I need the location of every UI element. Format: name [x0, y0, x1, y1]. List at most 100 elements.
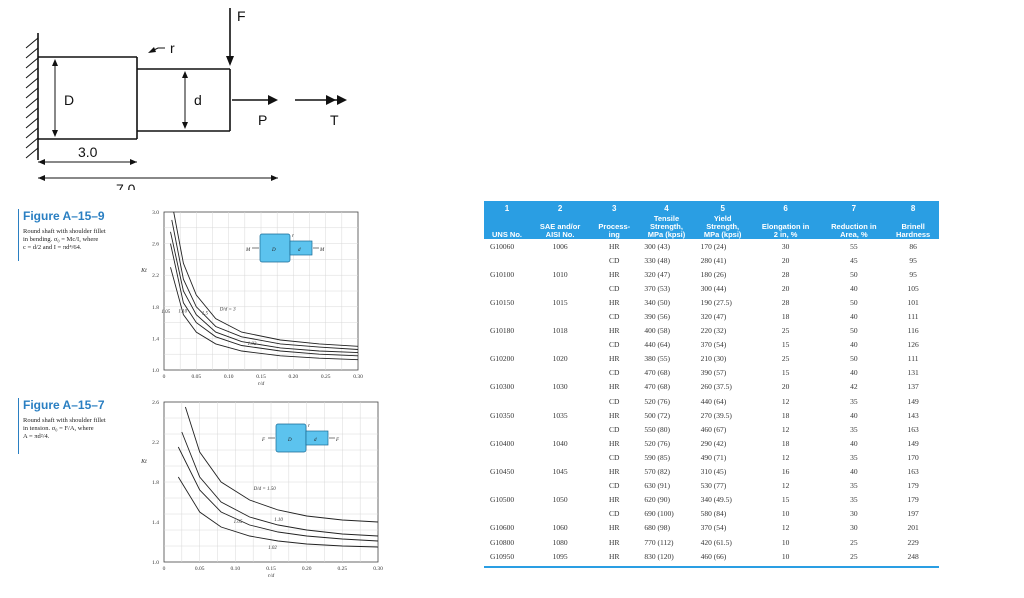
table-row: G10600 1060 HR 680 (98) 370 (54) 12 30 201: [484, 521, 939, 535]
table-row: G10060 1006 HR 300 (43) 170 (24) 30 55 86: [484, 239, 939, 253]
column-header-line: Strength,: [650, 222, 683, 231]
table-cell: 1006: [552, 241, 568, 251]
table-cell: CD: [609, 255, 620, 265]
table-cell: 20: [781, 255, 790, 265]
figure-a15-7-caption-block: Figure A–15–7 Round shaft with shoulder …: [18, 398, 141, 454]
table-cell: HR: [609, 326, 620, 336]
table-cell: 86: [909, 241, 917, 251]
column-header-line: Strength,: [706, 222, 740, 231]
table-cell: 340 (49.5): [700, 495, 732, 505]
column-number: 8: [887, 201, 939, 213]
table-cell: 620 (90): [644, 495, 671, 505]
column-number: 5: [694, 201, 751, 213]
table-cell: 590 (85): [644, 452, 671, 462]
table-row: CD 690 (100) 580 (84) 10 30 197: [484, 507, 939, 521]
table-cell: G10200: [490, 354, 515, 364]
table-cell: 1080: [552, 537, 568, 547]
table-cell: 50: [850, 297, 858, 307]
table-cell: [530, 450, 590, 464]
table-cell: G10600: [490, 523, 515, 533]
table-cell: HR: [609, 551, 620, 561]
table-row: G10500 1050 HR 620 (90) 340 (49.5) 15 35 179: [484, 493, 939, 507]
table-cell: HR: [609, 467, 620, 477]
table-cell: 116: [907, 326, 919, 336]
column-header-line: UNS No.: [492, 230, 522, 239]
table-row: G10150 1015 HR 340 (50) 190 (27.5) 28 50 101: [484, 295, 939, 309]
table-cell: 18: [781, 312, 790, 322]
table-row: CD 440 (64) 370 (54) 15 40 126: [484, 338, 939, 352]
x-tick-label: 0.30: [373, 566, 383, 572]
column-header: Process-ing: [590, 213, 639, 239]
table-cell: [530, 479, 590, 493]
x-tick-label: 0: [163, 374, 166, 380]
table-cell: CD: [609, 424, 620, 434]
table-cell: 190 (27.5): [700, 297, 732, 307]
big-diameter-label: D: [64, 92, 75, 108]
table-cell: 1050: [552, 495, 568, 505]
table-cell: G10950: [490, 551, 515, 561]
table-cell: 35: [850, 396, 858, 406]
table-cell: 101: [907, 297, 919, 307]
table-cell: 15: [781, 495, 790, 505]
inset-r-label: r: [292, 234, 294, 239]
table-cell: 1010: [552, 269, 568, 279]
table-cell: 50: [850, 354, 858, 364]
table-cell: G10060: [490, 241, 515, 251]
column-header: Brinell Hardness: [887, 213, 939, 239]
x-tick-label: 0.20: [302, 566, 312, 572]
x-tick-label: 0.05: [195, 566, 205, 572]
table-cell: 370 (53): [644, 283, 671, 293]
table-cell: 420 (61.5): [700, 537, 732, 547]
table-cell: [530, 394, 590, 408]
table-cell: 35: [850, 424, 858, 434]
table-cell: CD: [609, 340, 620, 350]
table-cell: [484, 253, 530, 267]
table-cell: 520 (76): [644, 396, 671, 406]
table-cell: HR: [609, 354, 620, 364]
series-line: [170, 243, 359, 357]
force-label: F: [237, 8, 246, 24]
series-line: [173, 211, 359, 347]
table-cell: 30: [781, 241, 790, 251]
column-header-line: Yield: [713, 214, 732, 223]
table-cell: 470 (68): [644, 382, 671, 392]
inset-small-section: [305, 430, 329, 446]
y-tick-label: 1.8: [152, 305, 159, 311]
table-cell: 40: [850, 340, 858, 350]
column-header-line: MPa (kpsi): [703, 230, 742, 239]
table-cell: [530, 253, 590, 267]
column-number: 7: [820, 201, 888, 213]
table-row: G10100 1010 HR 320 (47) 180 (26) 28 50 95: [484, 267, 939, 281]
table-cell: 20: [781, 283, 790, 293]
table-cell: 18: [781, 438, 790, 448]
table-cell: G10300: [490, 382, 515, 392]
table-cell: [484, 309, 530, 323]
table-cell: 20: [781, 382, 790, 392]
table-cell: G10500: [490, 495, 515, 505]
table-cell: 15: [781, 368, 790, 378]
small-diameter-label: d: [194, 92, 202, 108]
table-cell: 1095: [552, 551, 568, 561]
column-header-line: ing: [608, 230, 620, 239]
y-tick-label: 2.6: [152, 242, 159, 248]
table-body: G10060 1006 HR 300 (43) 170 (24) 30 55 86 CD 330 …: [484, 239, 939, 563]
column-header: Elongation in 2 in, %: [750, 213, 821, 239]
table-cell: 500 (72): [644, 410, 671, 420]
table-cell: [530, 338, 590, 352]
series-label: 1.05: [234, 520, 243, 525]
table-cell: 25: [850, 537, 858, 547]
table-row: G10350 1035 HR 500 (72) 270 (39.5) 18 40 143: [484, 408, 939, 422]
table-cell: G10100: [490, 269, 515, 279]
table-cell: HR: [609, 269, 620, 279]
table-cell: 137: [907, 382, 919, 392]
x-tick-label: 0.25: [321, 374, 331, 380]
table-cell: HR: [609, 523, 620, 533]
dimension-7-label: 7.0: [116, 181, 136, 190]
table-cell: 320 (47): [700, 312, 727, 322]
table-cell: 50: [850, 326, 858, 336]
table-cell: [484, 450, 530, 464]
table-cell: 260 (37.5): [700, 382, 732, 392]
table-cell: 220 (32): [700, 326, 727, 336]
table-cell: HR: [609, 382, 620, 392]
table-cell: 35: [850, 495, 858, 505]
